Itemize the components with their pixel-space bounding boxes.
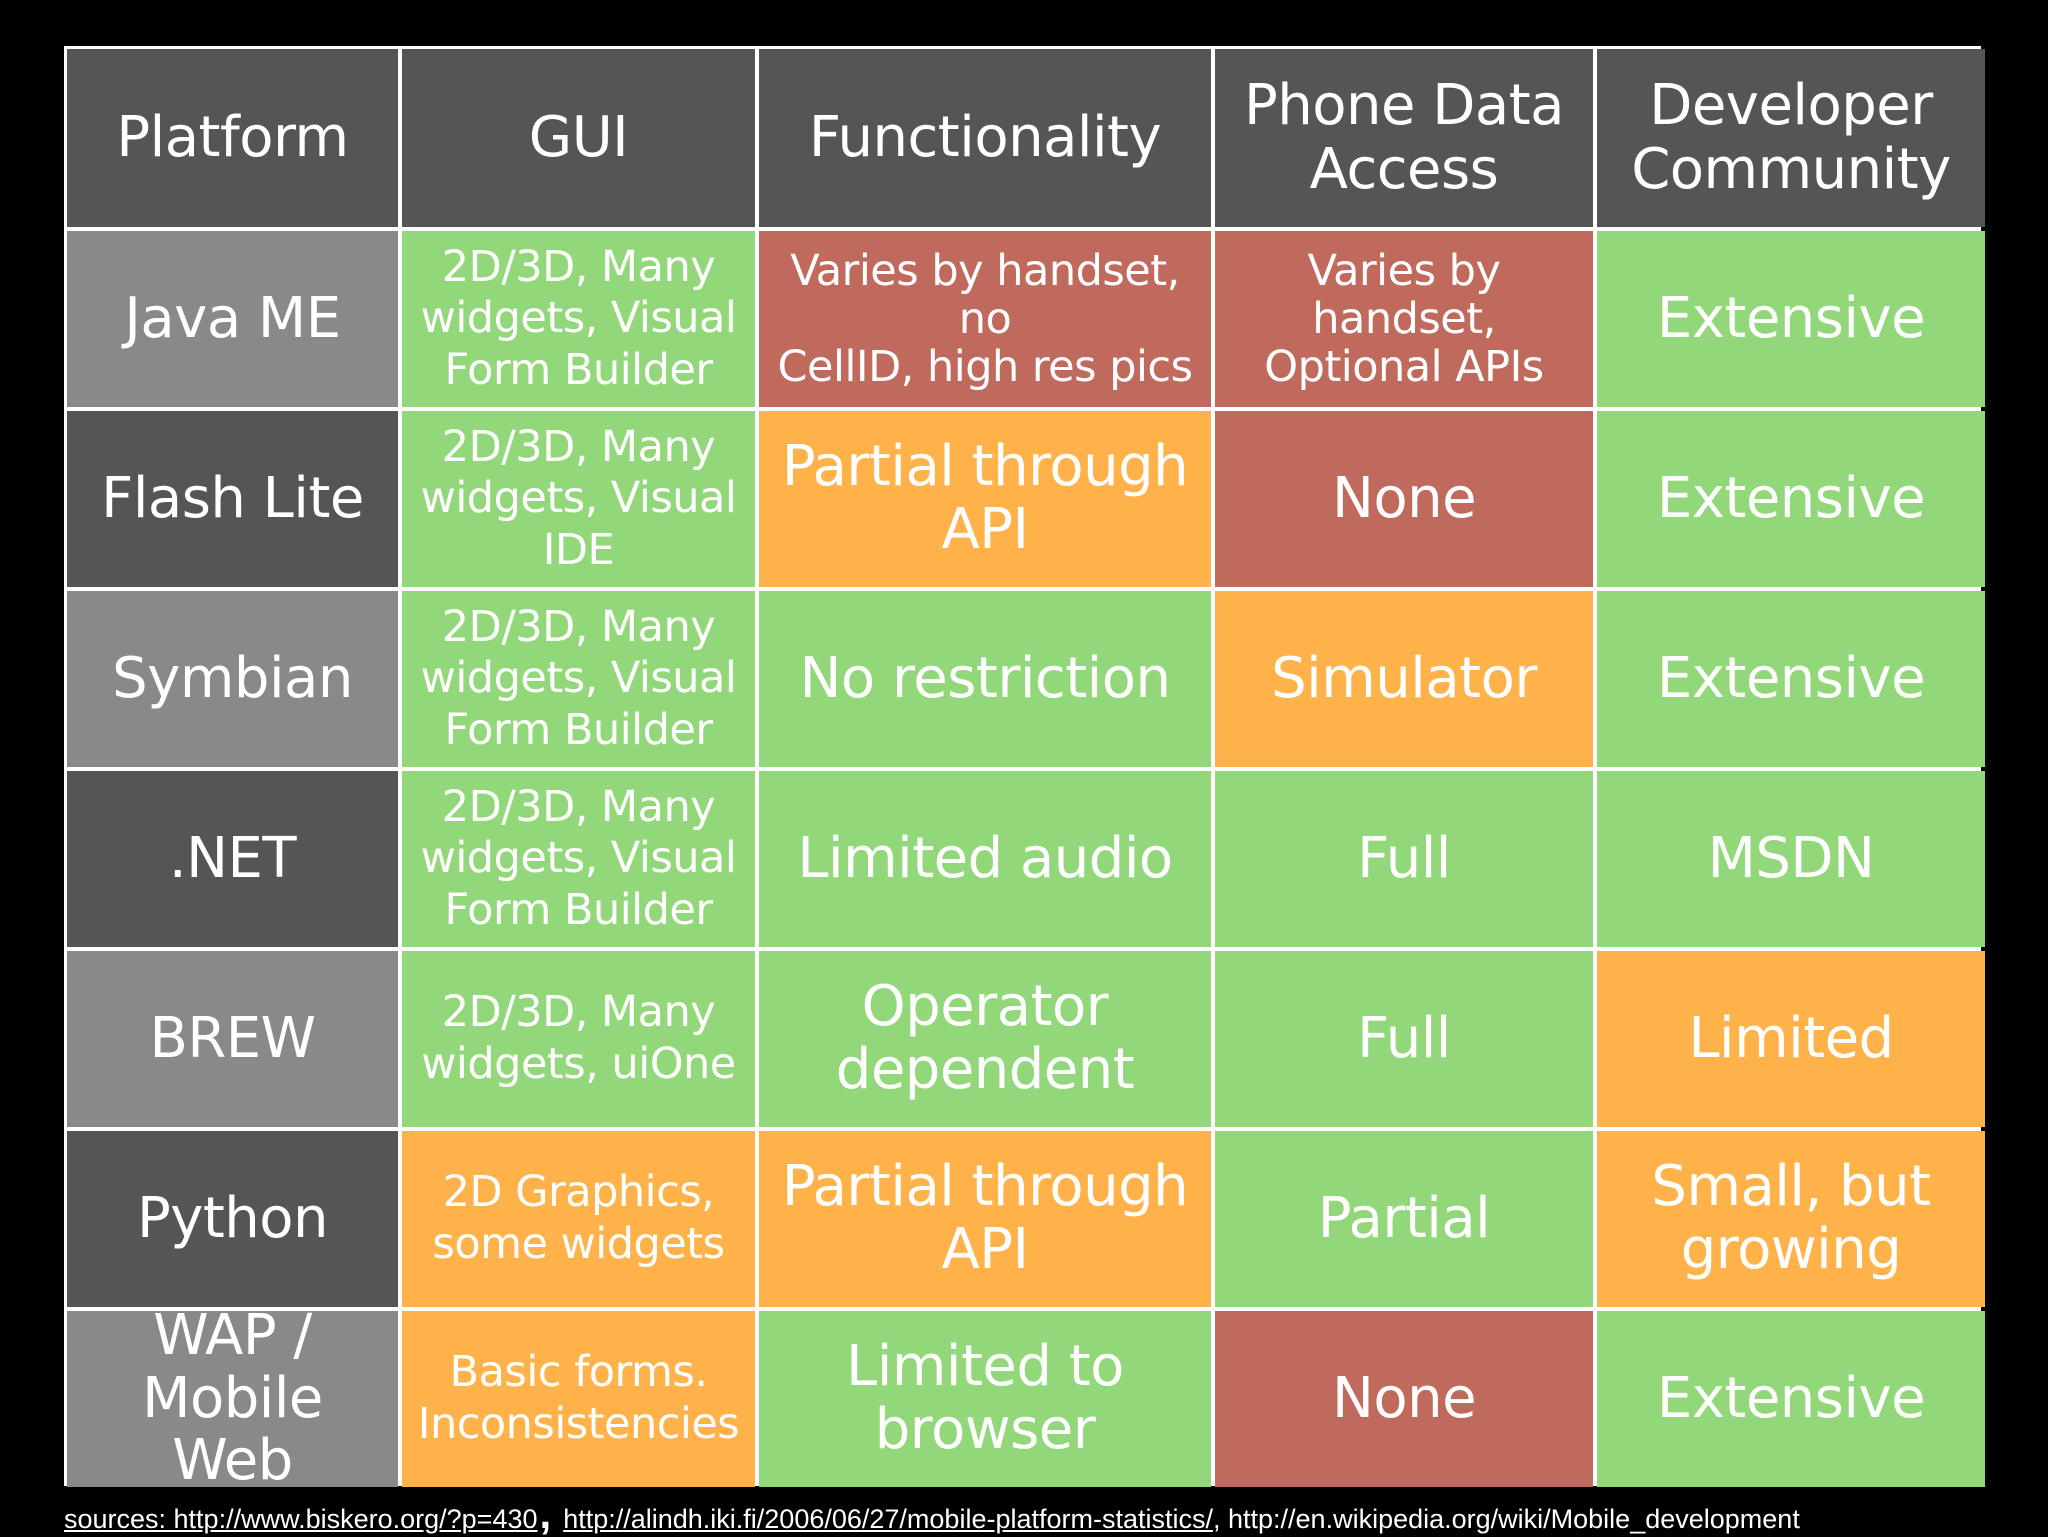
functionality-flash-lite: Partial through API — [759, 411, 1211, 587]
phone-data-flash-lite: None — [1215, 411, 1593, 587]
gui-java-me: 2D/3D, Many widgets, Visual Form Builder — [402, 231, 755, 407]
platform-flash-lite: Flash Lite — [67, 411, 398, 587]
phone-data-python: Partial — [1215, 1131, 1593, 1307]
functionality-python: Partial through API — [759, 1131, 1211, 1307]
phone-data-brew: Full — [1215, 951, 1593, 1127]
phone-data-wap-mobile-web: None — [1215, 1311, 1593, 1487]
community-symbian: Extensive — [1597, 591, 1985, 767]
phone-data-java-me: Varies by handset, Optional APIs — [1215, 231, 1593, 407]
source-link-biskero[interactable]: sources: http://www.biskero.org/?p=430 — [64, 1504, 538, 1534]
platform-dotnet: .NET — [67, 771, 398, 947]
phone-data-dotnet: Full — [1215, 771, 1593, 947]
gui-brew: 2D/3D, Many widgets, uiOne — [402, 951, 755, 1127]
gui-symbian: 2D/3D, Many widgets, Visual Form Builder — [402, 591, 755, 767]
platform-java-me: Java ME — [67, 231, 398, 407]
community-dotnet: MSDN — [1597, 771, 1985, 947]
functionality-wap-mobile-web: Limited to browser — [759, 1311, 1211, 1487]
header-gui: GUI — [402, 49, 755, 227]
functionality-java-me: Varies by handset, no CellID, high res p… — [759, 231, 1211, 407]
functionality-dotnet: Limited audio — [759, 771, 1211, 947]
community-java-me: Extensive — [1597, 231, 1985, 407]
community-flash-lite: Extensive — [1597, 411, 1985, 587]
header-developer-community: Developer Community — [1597, 49, 1985, 227]
community-python: Small, but growing — [1597, 1131, 1985, 1307]
source-separator: , — [539, 1490, 552, 1537]
header-functionality: Functionality — [759, 49, 1211, 227]
platform-brew: BREW — [67, 951, 398, 1127]
platform-python: Python — [67, 1131, 398, 1307]
phone-data-symbian: Simulator — [1215, 591, 1593, 767]
gui-dotnet: 2D/3D, Many widgets, Visual Form Builder — [402, 771, 755, 947]
platform-wap-mobile-web: WAP / Mobile Web — [67, 1304, 398, 1492]
sources-footer: sources: http://www.biskero.org/?p=430, h… — [64, 1493, 2048, 1535]
gui-python: 2D Graphics, some widgets — [402, 1131, 755, 1307]
comparison-table: Platform GUI Functionality Phone Data Ac… — [64, 46, 1985, 1492]
gui-flash-lite: 2D/3D, Many widgets, Visual IDE — [402, 411, 755, 587]
platform-symbian: Symbian — [67, 591, 398, 767]
functionality-symbian: No restriction — [759, 591, 1211, 767]
source-link-alindh[interactable]: http://alindh.iki.fi/2006/06/27/mobile-p… — [563, 1504, 1213, 1534]
header-phone-data-access: Phone Data Access — [1215, 49, 1593, 227]
community-wap-mobile-web: Extensive — [1597, 1311, 1985, 1487]
community-brew: Limited — [1597, 951, 1985, 1127]
source-link-wikipedia: , http://en.wikipedia.org/wiki/Mobile_de… — [1213, 1504, 1800, 1534]
header-platform: Platform — [67, 49, 398, 227]
functionality-brew: Operator dependent — [759, 951, 1211, 1127]
gui-wap-mobile-web: Basic forms. Inconsistencies — [402, 1311, 755, 1487]
